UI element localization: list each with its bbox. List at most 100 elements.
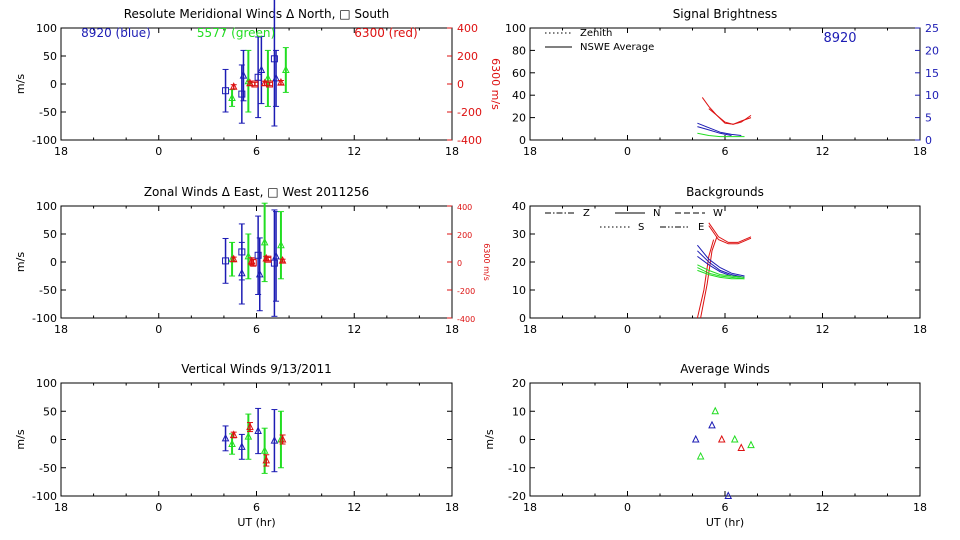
legend-label: E	[698, 222, 704, 233]
series-6300-decay-2	[708, 225, 752, 245]
y-tick-label: 10	[512, 284, 526, 297]
data-point-triangle	[711, 406, 720, 415]
chart-title: Vertical Winds 9/13/2011	[181, 362, 332, 376]
x-tick-label: 0	[155, 323, 162, 336]
x-tick-label: 0	[155, 145, 162, 158]
y-tick-label: 40	[512, 200, 526, 213]
chart-title: Resolute Meridional Winds Δ North, □ Sou…	[124, 7, 390, 21]
data-point-triangle	[221, 433, 230, 442]
y-tick-label: 10	[512, 405, 526, 418]
right-y-axis-label: 6300 m/s	[482, 243, 491, 281]
data-point-square	[238, 90, 246, 98]
data-point-square	[222, 87, 230, 95]
x-tick-label: 0	[624, 323, 631, 336]
series-8920	[691, 420, 733, 499]
chart-title: Signal Brightness	[673, 7, 778, 21]
chart-title: Average Winds	[680, 362, 770, 376]
plot-frame	[529, 205, 921, 319]
data-point-triangle	[228, 93, 236, 101]
x-tick-label: 12	[816, 145, 830, 158]
series-5577	[228, 202, 285, 283]
panel-meridional: Resolute Meridional Winds Δ North, □ Sou…	[14, 0, 502, 158]
data-point-triangle	[747, 440, 755, 449]
data-point-square	[254, 251, 262, 259]
series-6300-low	[696, 239, 715, 319]
series-line	[697, 269, 745, 280]
series-8920	[221, 407, 279, 473]
right-y-tick-label: 0	[457, 259, 462, 268]
data-point-square	[249, 259, 257, 267]
data-point-triangle	[228, 439, 236, 448]
y-tick-label: -50	[39, 462, 57, 475]
legend-label: N	[653, 208, 660, 219]
y-tick-label: -100	[32, 312, 57, 325]
data-point-triangle	[244, 432, 253, 440]
data-point-triangle	[229, 254, 238, 263]
legend-label: NSWE Average	[580, 42, 654, 53]
y-tick-label: 0	[519, 434, 526, 447]
data-point-triangle	[278, 255, 287, 264]
legend-label: Z	[583, 208, 590, 219]
legend-label: W	[713, 208, 723, 219]
y-tick-label: -100	[32, 490, 57, 503]
series-5577-s	[697, 267, 745, 280]
data-point-triangle	[270, 436, 279, 444]
right-y-tick-label: 400	[457, 22, 478, 35]
x-tick-label: 18	[54, 145, 68, 158]
right-y-tick-label: 200	[457, 50, 478, 63]
right-y-tick-label: 10	[925, 89, 939, 102]
right-y-tick-label: -200	[457, 287, 475, 296]
x-tick-label: 18	[523, 323, 537, 336]
data-point-triangle	[737, 443, 746, 451]
data-point-triangle	[277, 77, 285, 86]
legend-label: S	[638, 222, 644, 233]
series-line	[697, 267, 745, 280]
data-point-triangle	[238, 442, 246, 450]
series-8920-east	[238, 211, 280, 312]
y-axis-label: m/s	[14, 429, 27, 449]
right-y-tick-label: 0	[457, 78, 464, 91]
series-6300-low-2	[700, 236, 718, 319]
y-tick-label: -100	[32, 134, 57, 147]
data-point-square	[222, 257, 230, 265]
y-tick-label: 50	[43, 50, 57, 63]
data-point-triangle	[730, 434, 739, 443]
data-point-triangle	[278, 434, 287, 443]
y-tick-label: 100	[36, 200, 57, 213]
x-tick-label: 0	[155, 501, 162, 514]
series-8920-north	[239, 35, 280, 107]
x-tick-label: 18	[445, 323, 459, 336]
right-y-tick-label: 5	[925, 112, 932, 125]
x-tick-label: 18	[445, 145, 459, 158]
series-5577-z	[697, 269, 745, 280]
x-tick-label: 18	[445, 501, 459, 514]
x-tick-label: 0	[624, 501, 631, 514]
series-line	[701, 97, 752, 125]
data-point-triangle	[229, 430, 238, 438]
series-line	[697, 250, 745, 278]
series-8920	[697, 122, 742, 136]
data-point-triangle	[229, 82, 238, 90]
series-8920-zenith	[697, 126, 732, 136]
series-5577	[228, 410, 285, 474]
series-5577	[697, 132, 745, 138]
right-y-tick-label: 25	[925, 22, 939, 35]
x-tick-label: 6	[253, 501, 260, 514]
y-tick-label: 20	[512, 112, 526, 125]
data-point-square	[251, 80, 259, 88]
data-point-triangle	[244, 251, 253, 260]
x-axis-label: UT (hr)	[237, 516, 275, 529]
y-tick-label: -50	[39, 106, 57, 119]
x-tick-label: 18	[54, 323, 68, 336]
y-axis-label: m/s	[14, 74, 27, 94]
x-tick-label: 12	[816, 501, 830, 514]
x-tick-label: 6	[253, 145, 260, 158]
y-tick-label: 100	[36, 377, 57, 390]
data-point-triangle	[282, 65, 290, 73]
right-y-tick-label: 15	[925, 67, 939, 80]
x-tick-label: 0	[624, 145, 631, 158]
data-point-triangle	[717, 434, 726, 443]
right-y-tick-label: 20	[925, 44, 939, 57]
